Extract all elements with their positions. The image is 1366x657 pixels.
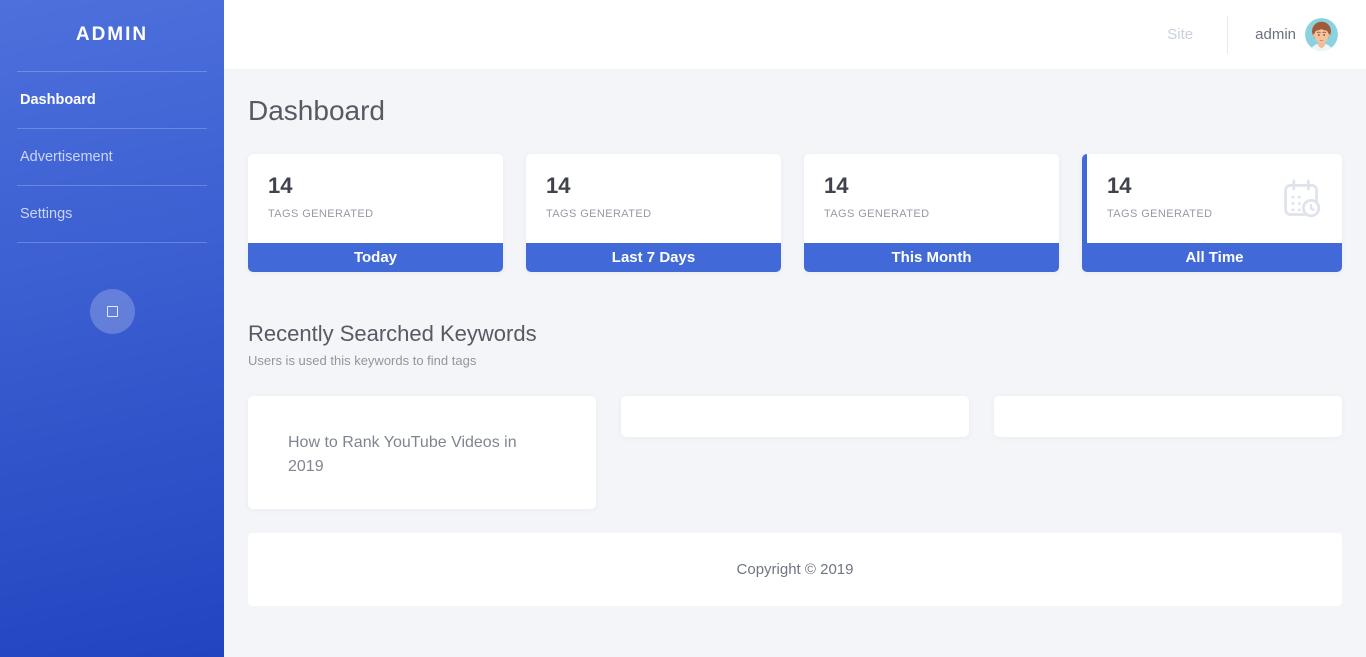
sidebar-nav: Dashboard Advertisement Settings bbox=[17, 71, 207, 243]
site-link[interactable]: Site bbox=[1167, 26, 1194, 43]
calendar-clock-icon bbox=[1282, 178, 1322, 225]
stat-card-all-time: 14 TAGS GENERATED bbox=[1082, 154, 1342, 272]
stat-card-body: 14 TAGS GENERATED bbox=[804, 154, 1059, 243]
stat-period-badge: This Month bbox=[804, 243, 1059, 272]
stat-period-badge: Today bbox=[248, 243, 503, 272]
sidebar-item-label: Settings bbox=[20, 206, 73, 222]
stat-card-last-7-days: 14 TAGS GENERATED Last 7 Days bbox=[526, 154, 781, 272]
stat-card-today: 14 TAGS GENERATED Today bbox=[248, 154, 503, 272]
sidebar-item-advertisement[interactable]: Advertisement bbox=[17, 129, 207, 186]
stat-value: 14 bbox=[268, 173, 293, 198]
content-area: Site admin bbox=[224, 0, 1366, 657]
user-avatar[interactable] bbox=[1305, 18, 1338, 51]
stat-card-this-month: 14 TAGS GENERATED This Month bbox=[804, 154, 1059, 272]
stat-card-body: 14 TAGS GENERATED bbox=[1087, 154, 1342, 243]
stat-period-badge: All Time bbox=[1087, 243, 1342, 272]
sidebar-collapse-button[interactable] bbox=[89, 289, 135, 334]
stat-card-body: 14 TAGS GENERATED bbox=[248, 154, 503, 243]
top-header: Site admin bbox=[224, 0, 1366, 69]
keywords-section-subtitle: Users is used this keywords to find tags bbox=[248, 353, 477, 368]
sidebar-item-dashboard[interactable]: Dashboard bbox=[17, 72, 207, 129]
keyword-card bbox=[621, 396, 969, 437]
copyright-text: Copyright © 2019 bbox=[736, 561, 854, 578]
keyword-card bbox=[994, 396, 1342, 437]
sidebar: ADMIN Dashboard Advertisement Settings bbox=[0, 0, 224, 657]
username-dropdown[interactable]: admin bbox=[1255, 26, 1296, 43]
stat-label: TAGS GENERATED bbox=[824, 208, 930, 220]
stat-period-badge: Last 7 Days bbox=[526, 243, 781, 272]
sidebar-item-label: Advertisement bbox=[20, 149, 113, 165]
stat-value: 14 bbox=[1107, 173, 1132, 198]
stats-row: 14 TAGS GENERATED Today 14 TAGS GENERATE… bbox=[248, 154, 1342, 272]
stat-label: TAGS GENERATED bbox=[546, 208, 652, 220]
keywords-row: How to Rank YouTube Videos in 2019 bbox=[248, 396, 1342, 509]
brand-title: ADMIN bbox=[75, 24, 149, 45]
sidebar-item-label: Dashboard bbox=[20, 92, 96, 108]
stat-value: 14 bbox=[546, 173, 571, 198]
sidebar-item-settings[interactable]: Settings bbox=[17, 186, 207, 243]
keyword-card: How to Rank YouTube Videos in 2019 bbox=[248, 396, 596, 509]
header-divider bbox=[1227, 15, 1229, 54]
page-title: Dashboard bbox=[248, 95, 385, 126]
stat-label: TAGS GENERATED bbox=[1107, 208, 1213, 220]
keyword-text: How to Rank YouTube Videos in 2019 bbox=[288, 434, 517, 475]
keywords-section-title: Recently Searched Keywords bbox=[248, 321, 537, 346]
stat-value: 14 bbox=[824, 173, 849, 198]
main-content: Dashboard 14 TAGS GENERATED Today 14 TAG… bbox=[224, 69, 1366, 606]
avatar-icon bbox=[1305, 18, 1338, 51]
stat-label: TAGS GENERATED bbox=[268, 208, 374, 220]
square-icon bbox=[106, 306, 118, 317]
page-footer: Copyright © 2019 bbox=[248, 533, 1342, 606]
stat-card-body: 14 TAGS GENERATED bbox=[526, 154, 781, 243]
